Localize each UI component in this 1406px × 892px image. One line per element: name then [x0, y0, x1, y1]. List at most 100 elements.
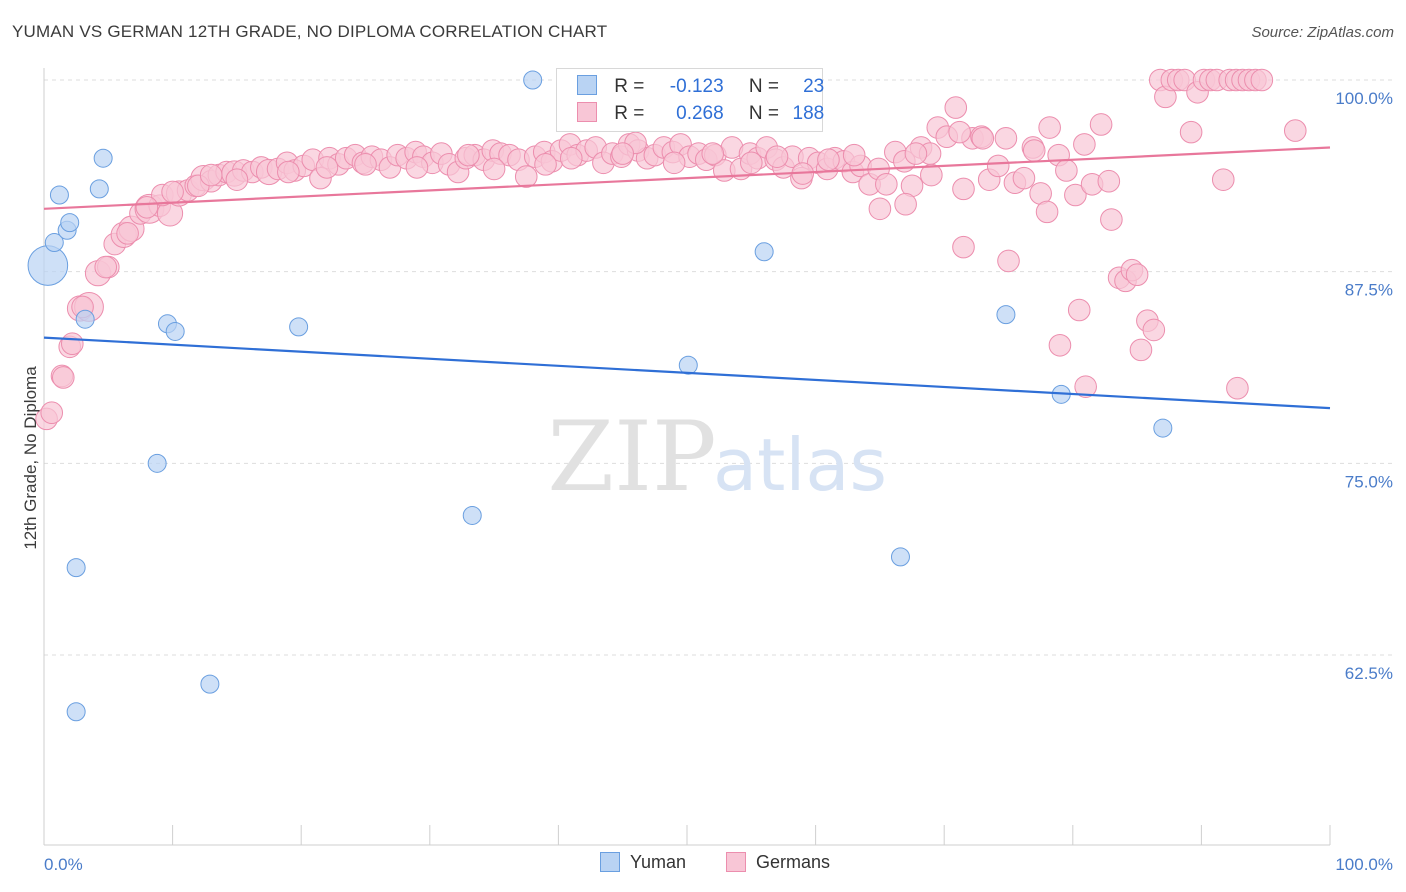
- chart-title: YUMAN VS GERMAN 12TH GRADE, NO DIPLOMA C…: [12, 22, 608, 41]
- gridlines: [44, 79, 1392, 656]
- germans-point: [1250, 68, 1274, 92]
- legend-row-yuman: R = -0.123 N = 23: [577, 75, 824, 101]
- germans-point: [920, 163, 943, 187]
- yuman-point: [89, 179, 109, 199]
- germans-point: [94, 255, 118, 279]
- yuman-point: [66, 558, 86, 578]
- yuman-point: [996, 305, 1016, 325]
- correlation-legend: R = -0.123 N = 23 R = 0.268 N = 188: [556, 68, 824, 132]
- germans-point: [952, 177, 975, 201]
- germans-point: [1226, 376, 1249, 400]
- germans-point: [1179, 120, 1203, 144]
- germans-point: [277, 160, 300, 184]
- germans-point: [817, 148, 840, 172]
- germans-point: [948, 120, 971, 144]
- y-tick-label-3: 100.0%: [1335, 89, 1393, 108]
- yuman-legend-label: Yuman: [630, 852, 687, 872]
- trend-lines: [43, 146, 1331, 410]
- germans-point: [161, 180, 184, 204]
- y-axis-label: 12th Grade, No Diploma: [21, 366, 40, 550]
- germans-point: [740, 151, 763, 175]
- yuman-point: [93, 148, 113, 168]
- germans-point: [354, 153, 377, 176]
- germans-point: [994, 126, 1018, 150]
- yuman-point: [523, 70, 543, 90]
- germans-n-label: N =: [748, 103, 779, 124]
- x-tick-label-0: 0.0%: [44, 855, 83, 874]
- yuman-point: [165, 321, 185, 341]
- yuman-legend-swatch: [600, 852, 620, 872]
- germans-point: [482, 157, 506, 181]
- watermark-zip: ZIP: [547, 401, 716, 513]
- germans-point: [225, 168, 249, 191]
- germans-point: [1129, 338, 1153, 362]
- source-credit: Source: ZipAtlas.com: [1251, 24, 1394, 41]
- germans-point: [534, 153, 557, 176]
- germans-point: [1089, 113, 1113, 136]
- germans-point: [40, 401, 64, 425]
- germans-point: [1100, 208, 1123, 231]
- germans-point: [1142, 318, 1166, 342]
- germans-point: [1067, 298, 1091, 322]
- germans-point: [944, 96, 968, 119]
- germans-point: [986, 154, 1010, 178]
- tick-labels: 62.5% 75.0% 87.5% 100.0% 0.0% 100.0%: [44, 89, 1393, 874]
- yuman-r-value: -0.123: [669, 76, 724, 97]
- germans-point: [1125, 263, 1149, 287]
- bottom-legend-germans: Germans: [726, 852, 830, 873]
- germans-point: [894, 192, 917, 216]
- y-tick-label-0: 62.5%: [1345, 664, 1393, 683]
- germans-point: [1064, 183, 1087, 207]
- germans-point: [611, 142, 635, 165]
- yuman-n-value: 23: [803, 76, 825, 97]
- germans-point: [51, 366, 75, 389]
- yuman-point: [289, 317, 309, 337]
- germans-swatch: [577, 102, 597, 122]
- bottom-legend-yuman: Yuman: [600, 852, 686, 873]
- germans-point: [904, 142, 928, 165]
- yuman-points: [27, 70, 1173, 722]
- yuman-point: [754, 242, 774, 262]
- germans-point: [1012, 166, 1036, 190]
- yuman-r-label: R =: [614, 76, 645, 97]
- germans-point: [952, 235, 975, 259]
- germans-legend-swatch: [726, 852, 746, 872]
- yuman-point: [890, 547, 910, 567]
- germans-point: [315, 156, 339, 179]
- yuman-trend-line: [43, 336, 1331, 410]
- germans-point: [662, 151, 686, 175]
- yuman-point: [75, 309, 95, 329]
- germans-point: [868, 197, 892, 221]
- yuman-point: [200, 674, 220, 694]
- yuman-point: [1153, 418, 1173, 438]
- axes: [43, 68, 1331, 846]
- yuman-swatch: [577, 75, 597, 95]
- legend-row-germans: R = 0.268 N = 188: [577, 102, 824, 128]
- germans-point: [60, 332, 84, 356]
- germans-point: [1055, 159, 1078, 182]
- germans-n-value: 188: [792, 103, 825, 124]
- yuman-n-label: N =: [748, 76, 779, 97]
- yuman-point: [60, 213, 80, 233]
- germans-point: [135, 195, 159, 219]
- yuman-point: [49, 185, 69, 205]
- germans-point: [405, 156, 429, 179]
- germans-point: [1022, 139, 1046, 162]
- germans-point: [971, 126, 995, 150]
- germans-legend-label: Germans: [756, 852, 831, 872]
- germans-point: [1211, 168, 1235, 191]
- germans-trend-line: [43, 146, 1331, 210]
- watermark: ZIP atlas: [547, 401, 887, 513]
- y-tick-label-1: 75.0%: [1345, 472, 1393, 491]
- germans-point: [875, 172, 898, 196]
- yuman-point: [462, 505, 482, 525]
- germans-point: [514, 165, 538, 188]
- germans-point: [1035, 200, 1059, 224]
- watermark-atlas: atlas: [713, 423, 887, 507]
- germans-point: [765, 145, 789, 168]
- germans-r-label: R =: [614, 103, 645, 124]
- germans-point: [842, 143, 866, 167]
- yuman-point: [44, 233, 64, 253]
- germans-r-value: 0.268: [676, 103, 724, 124]
